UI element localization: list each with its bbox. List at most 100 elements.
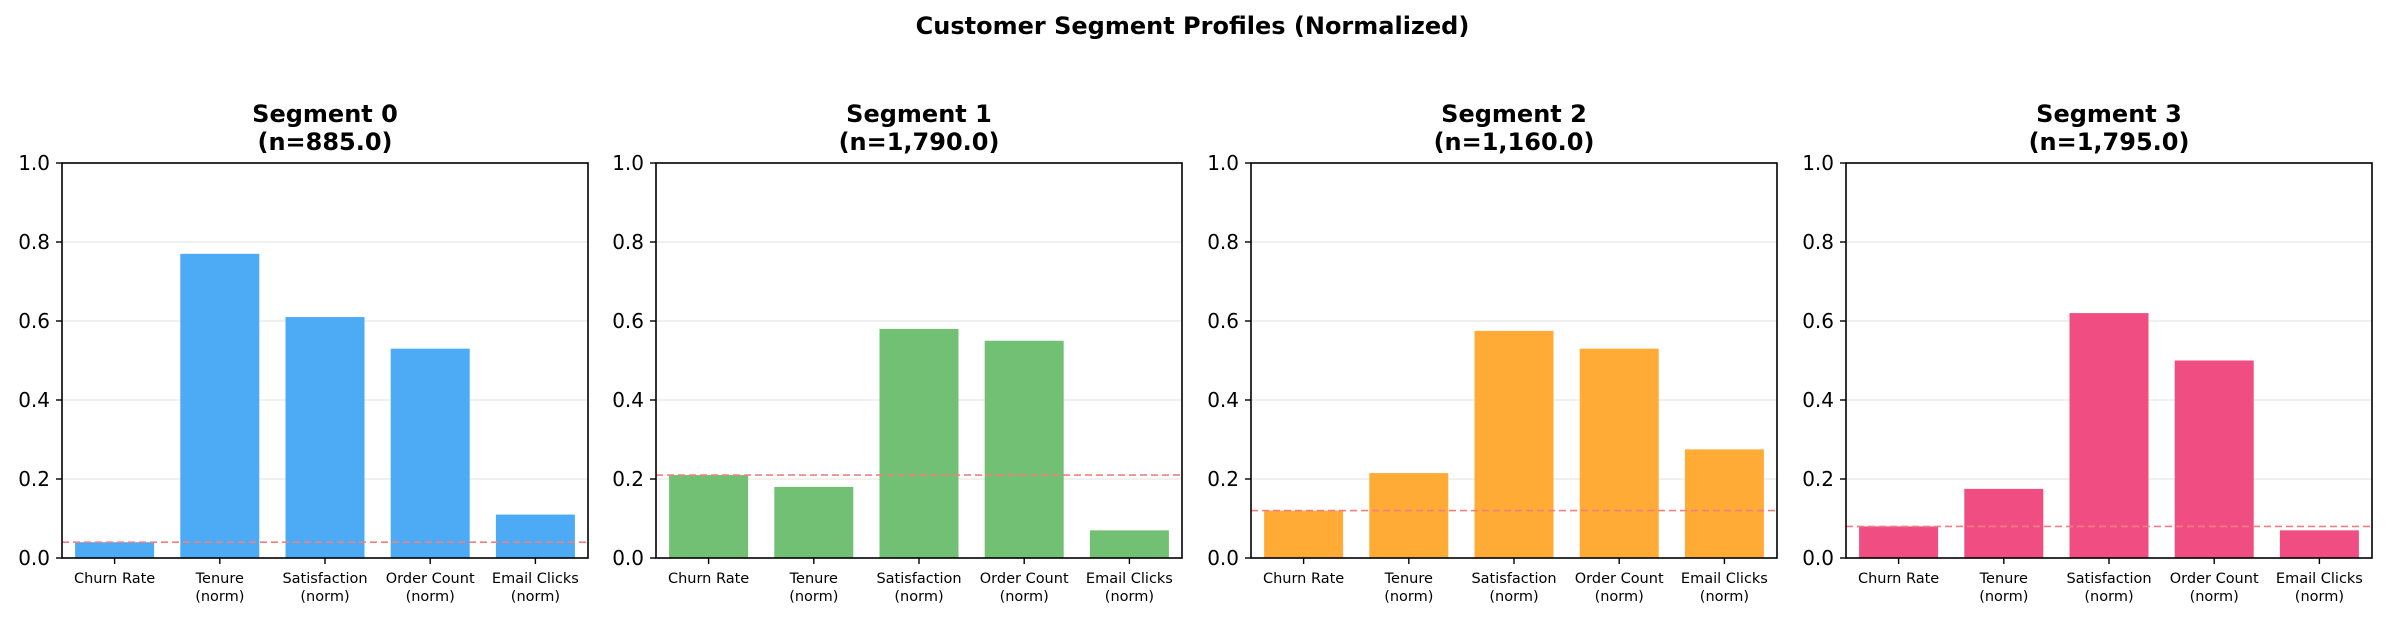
x-tick-label-line: Satisfaction: [2066, 571, 2151, 587]
x-tick-label: Satisfaction (norm): [2066, 571, 2151, 605]
bar: [390, 348, 470, 558]
x-tick-label-line: (norm): [2084, 589, 2133, 605]
x-tick-label: Order Count (norm): [980, 571, 1069, 605]
y-tick-label: 0.6: [1207, 309, 1239, 333]
x-tick-label: Email Clicks (norm): [2276, 571, 2363, 605]
y-tick-label: 0.2: [1207, 467, 1239, 491]
y-tick-label: 0.2: [1802, 467, 1834, 491]
x-tick-label-line: Order Count: [980, 571, 1069, 587]
panel-subtitle: (n=1,790.0): [839, 128, 1000, 156]
x-tick-label-line: Churn Rate: [1858, 571, 1939, 587]
x-tick-label: Tenure (norm): [1384, 571, 1434, 605]
x-tick-label-line: (norm): [1000, 589, 1049, 605]
x-tick-label-line: Email Clicks: [1681, 571, 1768, 587]
x-tick-label-line: (norm): [894, 589, 943, 605]
x-tick-label-line: Tenure: [1384, 571, 1433, 587]
y-tick-label: 0.6: [18, 309, 50, 333]
x-tick-label-line: (norm): [1700, 589, 1749, 605]
panel-subtitle: (n=885.0): [257, 128, 392, 156]
bar: [180, 253, 260, 558]
x-tick-label-line: Email Clicks: [1086, 571, 1173, 587]
bar: [1684, 449, 1764, 558]
x-tick-label: Churn Rate: [1263, 571, 1344, 587]
chart-panel-segment-0: 0.0 0.2 0.4 0.6 0.8 1.0 Churn Rate Tenure (norm)…: [18, 100, 589, 605]
y-tick-label: 0.8: [1802, 230, 1834, 254]
y-tick-label: 0.8: [1207, 230, 1239, 254]
y-tick-label: 0.0: [1207, 546, 1239, 570]
x-tick-label-line: Order Count: [1575, 571, 1664, 587]
x-tick-label-line: Tenure: [195, 571, 244, 587]
chart-panel-segment-1: 0.0 0.2 0.4 0.6 0.8 1.0 Churn Rate Tenure (norm)…: [612, 100, 1183, 605]
x-tick-label: Churn Rate: [668, 571, 749, 587]
bar: [1474, 330, 1554, 558]
x-tick-label-line: Email Clicks: [2276, 571, 2363, 587]
panel-title: Segment 3: [2036, 100, 2182, 128]
x-tick-label-line: Satisfaction: [876, 571, 961, 587]
y-tick-label: 0.8: [18, 230, 50, 254]
y-tick-label: 1.0: [18, 151, 50, 175]
x-tick-label: Satisfaction (norm): [1471, 571, 1556, 605]
x-tick-label: Email Clicks (norm): [1681, 571, 1768, 605]
bar: [1579, 348, 1659, 558]
bar: [2174, 360, 2254, 558]
x-tick-label: Order Count (norm): [1575, 571, 1664, 605]
bar: [984, 340, 1064, 558]
x-tick-label-line: Satisfaction: [282, 571, 367, 587]
y-tick-label: 0.2: [612, 467, 644, 491]
bar: [669, 475, 749, 558]
bar: [879, 328, 959, 558]
y-tick-label: 0.4: [18, 388, 50, 412]
x-tick-label-line: Churn Rate: [1263, 571, 1344, 587]
x-tick-label-line: (norm): [195, 589, 244, 605]
x-tick-label-line: Order Count: [386, 571, 475, 587]
y-tick-label: 0.4: [1207, 388, 1239, 412]
x-tick-label-line: (norm): [1489, 589, 1538, 605]
x-tick-label-line: (norm): [2190, 589, 2239, 605]
x-tick-label-line: (norm): [300, 589, 349, 605]
bar: [1859, 526, 1939, 558]
panel-title: Segment 2: [1441, 100, 1587, 128]
bar: [1089, 530, 1169, 558]
x-tick-label-line: (norm): [1384, 589, 1433, 605]
y-tick-label: 1.0: [1207, 151, 1239, 175]
chart-panels: 0.0 0.2 0.4 0.6 0.8 1.0 Churn Rate Tenure (norm)…: [18, 100, 2373, 605]
x-tick-label: Tenure (norm): [1979, 571, 2029, 605]
x-tick-label: Satisfaction (norm): [876, 571, 961, 605]
panel-subtitle: (n=1,795.0): [2029, 128, 2190, 156]
y-tick-label: 0.4: [1802, 388, 1834, 412]
bar: [1369, 473, 1449, 558]
bar: [285, 317, 365, 558]
x-tick-label: Satisfaction (norm): [282, 571, 367, 605]
y-tick-label: 0.2: [18, 467, 50, 491]
y-tick-label: 0.0: [612, 546, 644, 570]
x-tick-label: Tenure (norm): [195, 571, 245, 605]
x-tick-label-line: (norm): [511, 589, 560, 605]
x-tick-label-line: Order Count: [2170, 571, 2259, 587]
x-tick-label-line: Churn Rate: [74, 571, 155, 587]
x-tick-label-line: Churn Rate: [668, 571, 749, 587]
bar: [2279, 530, 2359, 558]
y-tick-label: 1.0: [1802, 151, 1834, 175]
y-tick-label: 0.0: [1802, 546, 1834, 570]
x-tick-label-line: (norm): [2295, 589, 2344, 605]
x-tick-label-line: Tenure: [789, 571, 838, 587]
x-tick-label-line: (norm): [406, 589, 455, 605]
x-tick-label-line: (norm): [1595, 589, 1644, 605]
bar: [774, 486, 854, 558]
bar: [1264, 510, 1344, 558]
panel-title: Segment 1: [846, 100, 992, 128]
x-tick-label-line: (norm): [1105, 589, 1154, 605]
x-tick-label-line: Tenure: [1979, 571, 2028, 587]
bar: [2069, 313, 2149, 558]
y-tick-label: 0.0: [18, 546, 50, 570]
bar: [1964, 488, 2044, 558]
y-tick-label: 1.0: [612, 151, 644, 175]
x-tick-label-line: Email Clicks: [492, 571, 579, 587]
y-tick-label: 0.6: [612, 309, 644, 333]
y-tick-label: 0.8: [612, 230, 644, 254]
x-tick-label: Tenure (norm): [789, 571, 839, 605]
x-tick-label-line: (norm): [1979, 589, 2028, 605]
x-tick-label-line: (norm): [789, 589, 838, 605]
y-tick-label: 0.4: [612, 388, 644, 412]
